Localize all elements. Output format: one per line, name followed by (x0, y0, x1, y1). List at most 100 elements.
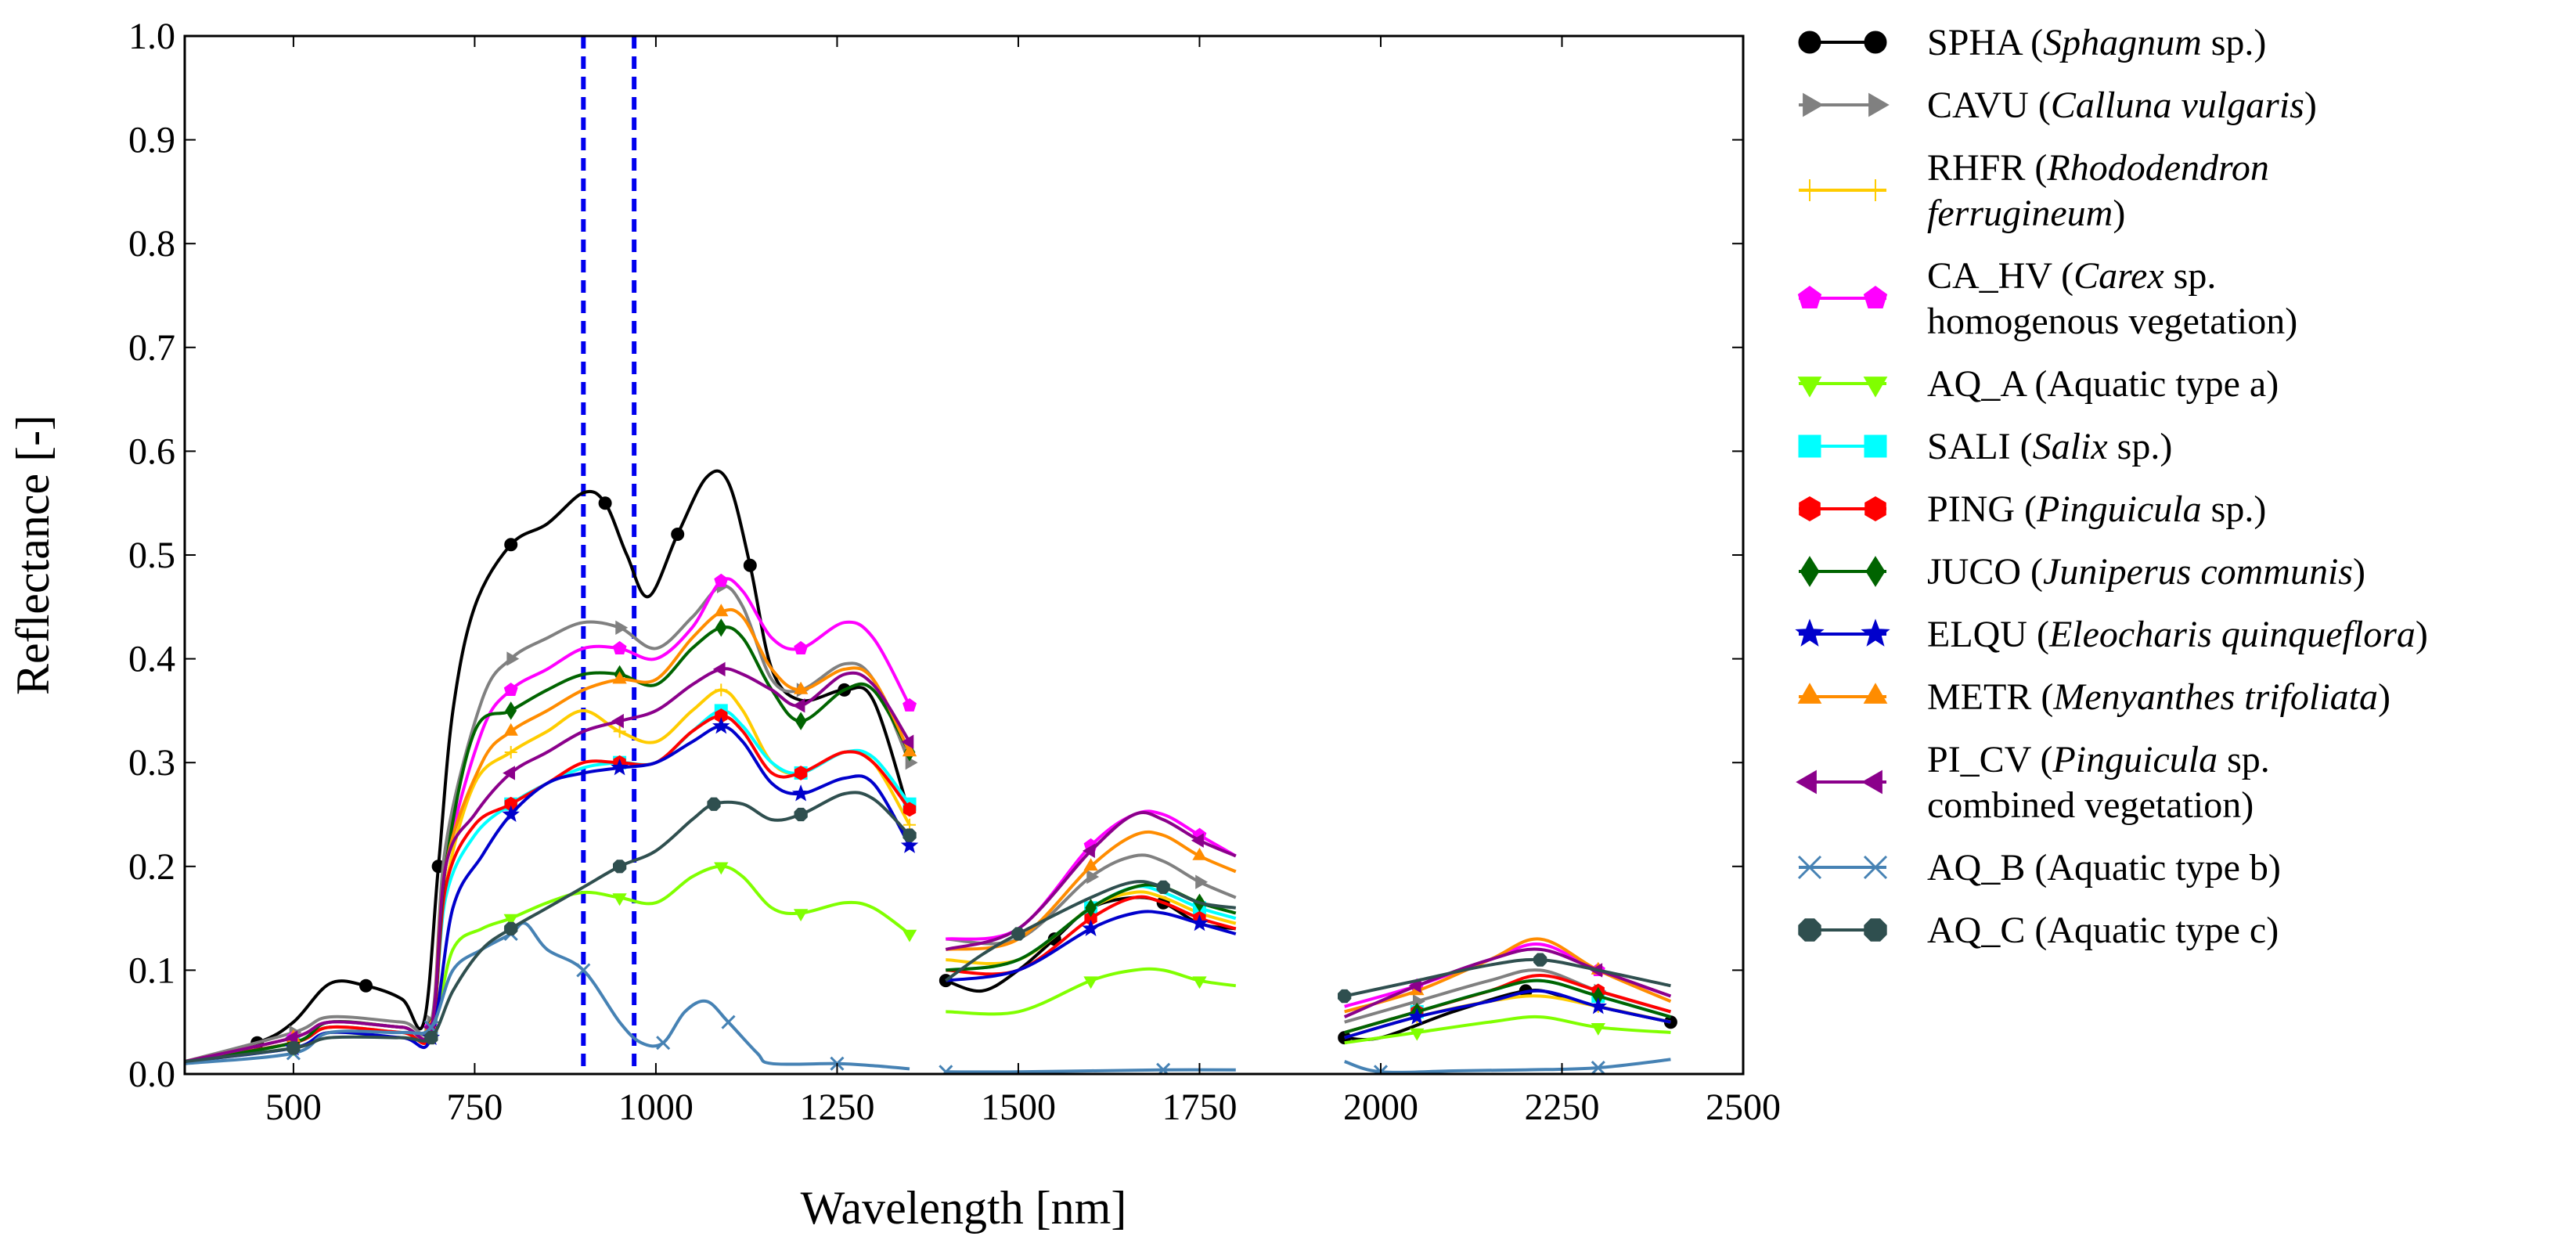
data-point (1195, 874, 1209, 889)
data-point (939, 1065, 953, 1074)
series-8 (185, 717, 1671, 1064)
legend-item: SPHA (Sphagnum sp.) (1798, 22, 2266, 63)
legend-marker (1797, 377, 1822, 398)
data-point (504, 921, 518, 935)
x-tick-label: 750 (446, 1087, 503, 1128)
data-point (505, 701, 517, 720)
y-tick-label: 0.4 (128, 639, 175, 680)
x-tick-label: 2000 (1343, 1087, 1418, 1128)
data-point (1086, 869, 1100, 885)
legend-marker (1795, 618, 1825, 647)
series-line (1344, 957, 1671, 998)
series-3 (185, 573, 1672, 1064)
legend-item: AQ_A (Aquatic type a) (1797, 363, 2279, 405)
data-point (1589, 997, 1608, 1015)
data-point (715, 618, 727, 637)
data-point (612, 893, 627, 906)
series-line (185, 708, 911, 1064)
data-point (611, 713, 624, 729)
series-12 (185, 791, 1671, 1064)
series-7 (185, 618, 1671, 1064)
data-point (902, 929, 917, 942)
data-point (903, 802, 917, 817)
series-line (1344, 989, 1671, 1040)
data-point (613, 860, 627, 874)
legend-label: AQ_A (Aquatic type a) (1927, 363, 2279, 405)
data-point (1082, 919, 1100, 936)
data-point (715, 683, 728, 697)
y-tick-label: 0.2 (128, 846, 175, 888)
data-point (793, 681, 809, 694)
x-axis-title: Wavelength [nm] (801, 1182, 1127, 1234)
data-point (1410, 1028, 1425, 1041)
legend-label: SPHA (Sphagnum sp.) (1927, 22, 2266, 63)
legend-item: AQ_C (Aquatic type c) (1798, 910, 2279, 951)
data-point (1338, 989, 1352, 1004)
data-point (901, 734, 914, 749)
series-line (185, 607, 911, 1064)
x-tick-label: 2500 (1706, 1087, 1781, 1128)
data-point (793, 909, 809, 922)
legend-marker (1865, 556, 1886, 587)
data-point (721, 1015, 736, 1029)
legend-marker (1864, 179, 1886, 201)
x-tick-label: 500 (265, 1087, 322, 1128)
legend-marker (1864, 31, 1887, 54)
data-point (900, 836, 919, 853)
legend-marker (1864, 434, 1887, 458)
data-point (903, 828, 917, 842)
series-line (185, 584, 911, 1064)
legend-item: SALI (Salix sp.) (1798, 426, 2172, 467)
legend-marker (1797, 855, 1822, 880)
data-point (615, 620, 629, 635)
data-point (285, 1030, 298, 1045)
data-point (503, 682, 518, 696)
series-line (185, 921, 910, 1071)
data-point (612, 640, 627, 654)
data-point (656, 1036, 671, 1051)
legend-item: CA_HV (Carex sp.homogenous vegetation) (1797, 255, 2297, 342)
x-tick-label: 1500 (981, 1087, 1056, 1128)
data-point (1156, 880, 1170, 894)
data-point (714, 862, 729, 875)
data-point (611, 758, 629, 776)
legend-label: ferrugineum) (1927, 193, 2125, 234)
legend-marker (1863, 683, 1888, 704)
x-tick-label: 1250 (799, 1087, 874, 1128)
legend: SPHA (Sphagnum sp.) CAVU (Calluna vulgari… (1795, 22, 2428, 951)
legend-marker (1799, 496, 1821, 521)
series-1 (185, 578, 1671, 1064)
y-tick-label: 0.5 (128, 535, 175, 576)
data-point (502, 805, 520, 823)
data-point (714, 604, 729, 617)
legend-marker (1861, 618, 1890, 647)
legend-label: METR (Menyanthes trifoliata) (1927, 676, 2390, 718)
legend-marker (1803, 92, 1824, 117)
series-11 (185, 921, 1671, 1074)
data-point (1192, 976, 1207, 989)
series-line (1344, 1015, 1671, 1045)
x-tick-label: 1000 (618, 1087, 694, 1128)
legend-marker (1800, 556, 1820, 587)
legend-label: PI_CV (Pinguicula sp. (1927, 739, 2270, 780)
y-tick-label: 0.9 (128, 120, 175, 161)
legend-label: CA_HV (Carex sp. (1927, 255, 2216, 297)
data-point (506, 651, 520, 666)
data-point (503, 766, 515, 780)
legend-item: PING (Pinguicula sp.) (1799, 488, 2266, 530)
data-point (1591, 1023, 1605, 1036)
legend-label: combined vegetation) (1927, 784, 2254, 826)
data-point (504, 538, 518, 552)
legend-item: CAVU (Calluna vulgaris) (1799, 85, 2317, 126)
legend-marker (1799, 179, 1821, 201)
series-line (185, 469, 911, 1064)
legend-marker (1868, 92, 1890, 117)
data-point (286, 1041, 301, 1055)
data-point (792, 698, 805, 713)
data-point (504, 745, 517, 759)
data-point (712, 661, 726, 677)
plot-frame (183, 34, 1745, 1076)
legend-label: AQ_B (Aquatic type b) (1927, 847, 2281, 888)
data-point (902, 744, 917, 757)
legend-label: SALI (Salix sp.) (1927, 426, 2172, 467)
